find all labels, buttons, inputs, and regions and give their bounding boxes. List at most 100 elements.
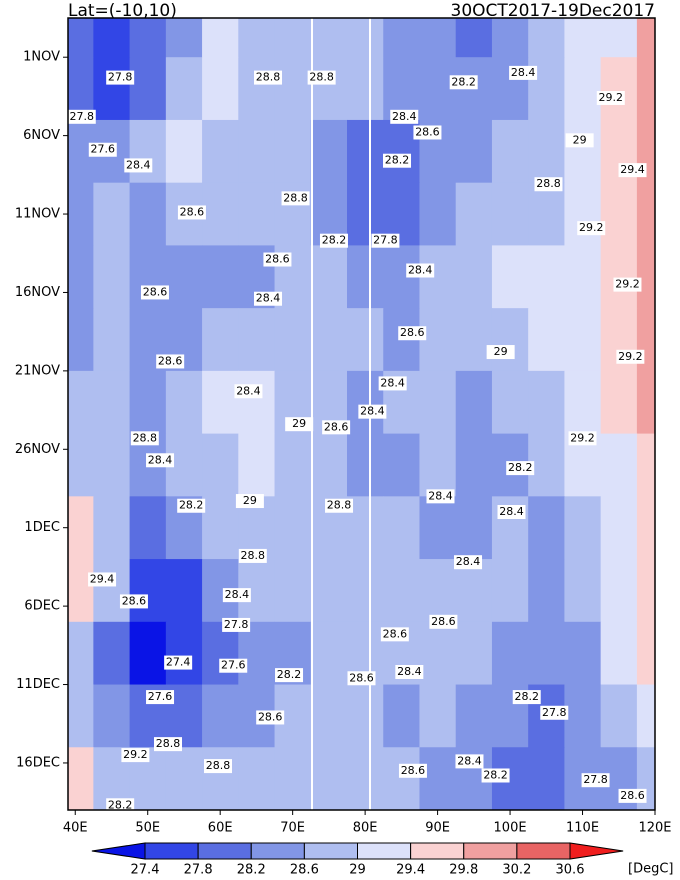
heat-cell [165, 57, 203, 121]
heat-cell [455, 370, 493, 435]
heat-cell [238, 119, 276, 184]
heat-cell [165, 18, 203, 58]
heat-cell [636, 684, 655, 748]
contour-label: 28.4 [511, 66, 536, 79]
heat-cell [600, 57, 638, 121]
contour-label-bg [285, 417, 314, 432]
heat-cell [564, 245, 602, 309]
contour-label: 28.2 [483, 768, 508, 781]
heat-cell [310, 57, 348, 121]
heat-cell [564, 684, 602, 748]
contour-label: 29 [243, 494, 257, 507]
contour-label: 27.6 [221, 659, 246, 672]
heat-cell [528, 18, 565, 58]
heat-cell [310, 684, 348, 748]
colorbar-label: 29 [349, 863, 366, 878]
heat-cell [455, 684, 493, 748]
heat-cell [491, 245, 529, 309]
contour-label: 28.6 [158, 354, 183, 367]
y-tick-label: 11DEC [16, 677, 60, 692]
contour-label: 28.8 [133, 431, 158, 444]
colorbar-unit: [DegC] [628, 862, 673, 877]
contour-label: 28.4 [225, 588, 250, 601]
x-tick-label: 60E [208, 821, 233, 836]
contour-label-bg [281, 191, 310, 206]
heat-cell [347, 559, 384, 623]
contour-label-bg [121, 748, 150, 763]
heat-cell [202, 433, 239, 497]
heat-cell [165, 559, 203, 623]
contour-label-bg [325, 498, 354, 513]
contour-label: 28.2 [108, 798, 133, 811]
contour-label: 27.6 [148, 690, 173, 703]
contour-label: 29 [573, 133, 587, 146]
contour-label-bg [177, 205, 206, 220]
y-tick-label: 1DEC [24, 520, 60, 535]
contour-label-bg [497, 505, 526, 520]
heat-cell [564, 559, 602, 623]
x-tick-label: 100E [494, 821, 527, 836]
heat-cell [93, 182, 131, 246]
heat-cell [202, 684, 239, 748]
heat-cell [347, 496, 384, 560]
contour-label-bg [119, 594, 148, 609]
title-right: 30OCT2017-19Dec2017 [451, 1, 655, 21]
x-tick-label: 80E [353, 821, 378, 836]
contour-label: 27.8 [373, 234, 398, 247]
heat-cell [564, 621, 602, 686]
contour-label-bg [383, 153, 412, 168]
heat-cell [383, 559, 420, 623]
contour-label: 28.8 [283, 191, 308, 204]
heat-cell [491, 370, 529, 435]
contour-label-bg [540, 705, 569, 720]
contour-label: 28.2 [179, 499, 204, 512]
contour-label-bg [156, 354, 185, 369]
heat-cell [419, 182, 457, 246]
contour-label-bg [319, 233, 348, 248]
heat-cell [455, 433, 493, 497]
heat-cell [202, 621, 239, 686]
heat-cell [310, 245, 348, 309]
contour-label: 28.2 [385, 154, 410, 167]
heat-cell [93, 433, 131, 497]
contour-label: 28.6 [180, 205, 205, 218]
heat-cell [419, 747, 457, 810]
contour-label: 29.2 [123, 748, 148, 761]
contour-label: 28.2 [508, 461, 533, 474]
heat-cell [274, 57, 312, 121]
heat-cell [636, 57, 655, 121]
contour-label: 27.8 [70, 110, 95, 123]
contour-label-bg [481, 768, 510, 783]
heat-cell [93, 621, 131, 686]
contour-label-bg [455, 754, 484, 769]
heat-cell [310, 747, 348, 810]
contour-label: 29.4 [90, 572, 115, 585]
contour-label: 28.6 [265, 253, 290, 266]
heat-cell [419, 433, 457, 497]
contour-label: 28.4 [499, 505, 524, 518]
heat-cell [129, 119, 167, 184]
contour-label: 29.2 [599, 91, 624, 104]
heat-cell [68, 433, 94, 497]
colorbar-segment [410, 842, 465, 860]
colorbar-segment [197, 842, 252, 860]
heat-cell [636, 370, 655, 435]
heat-cell [310, 119, 348, 184]
heat-cell [636, 559, 655, 623]
contour-label: 29 [292, 417, 306, 430]
contour-label-bg [106, 798, 135, 813]
heat-cell [238, 57, 276, 121]
y-tick-label: 6NOV [23, 128, 60, 143]
contour-label: 28.2 [277, 668, 302, 681]
heat-cell [491, 119, 529, 184]
heat-cell [68, 182, 94, 246]
heat-cell [600, 245, 638, 309]
title-left: Lat=(-10,10) [68, 1, 177, 21]
colorbar-label: 29.4 [396, 863, 425, 878]
contour-label: 28.8 [327, 499, 352, 512]
heat-cell [165, 245, 203, 309]
contour-label: 28.4 [457, 754, 482, 767]
contour-label-bg [506, 461, 535, 476]
x-tick-label: 120E [638, 821, 671, 836]
contour-label: 28.6 [143, 285, 168, 298]
